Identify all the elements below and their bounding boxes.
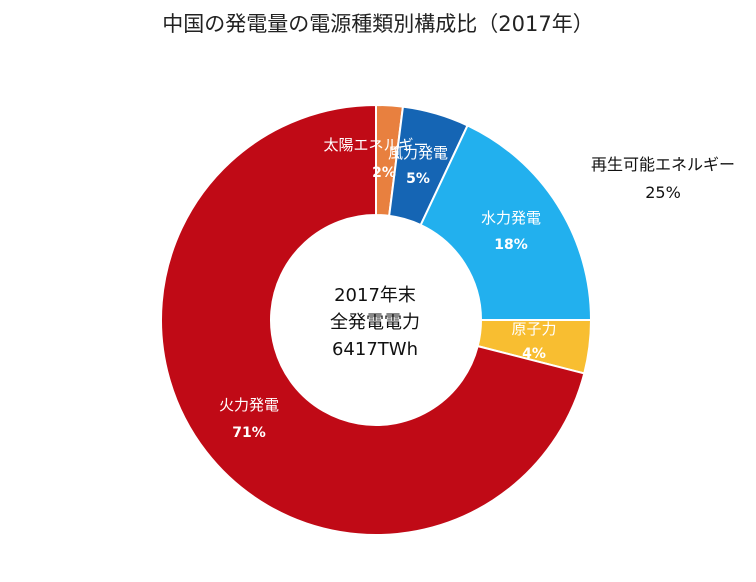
- slice-label-2: 水力発電: [481, 209, 541, 227]
- slice-pct-4: 71%: [232, 425, 266, 441]
- slice-2: [419, 124, 593, 321]
- center-text-line-1: 2017年末: [334, 285, 416, 306]
- center-text-line-3: 6417TWh: [332, 339, 418, 360]
- slice-label-0: 太陽エネルギー: [323, 136, 428, 154]
- group-annotation-pct: 25%: [645, 183, 681, 202]
- slice-label-3: 原子力: [511, 320, 556, 338]
- slice-pct-1: 5%: [406, 171, 430, 187]
- center-text-line-2: 全発電電力: [330, 312, 420, 333]
- slice-pct-3: 4%: [522, 346, 546, 362]
- group-annotation-label: 再生可能エネルギー: [591, 155, 735, 174]
- slice-pct-2: 18%: [494, 237, 528, 253]
- chart-title: 中国の発電量の電源種類別構成比（2017年）: [162, 12, 594, 36]
- slice-pct-0: 2%: [372, 165, 396, 181]
- slice-label-1: 風力発電: [388, 144, 448, 162]
- slice-label-4: 火力発電: [219, 396, 279, 414]
- slice-4: [160, 103, 586, 536]
